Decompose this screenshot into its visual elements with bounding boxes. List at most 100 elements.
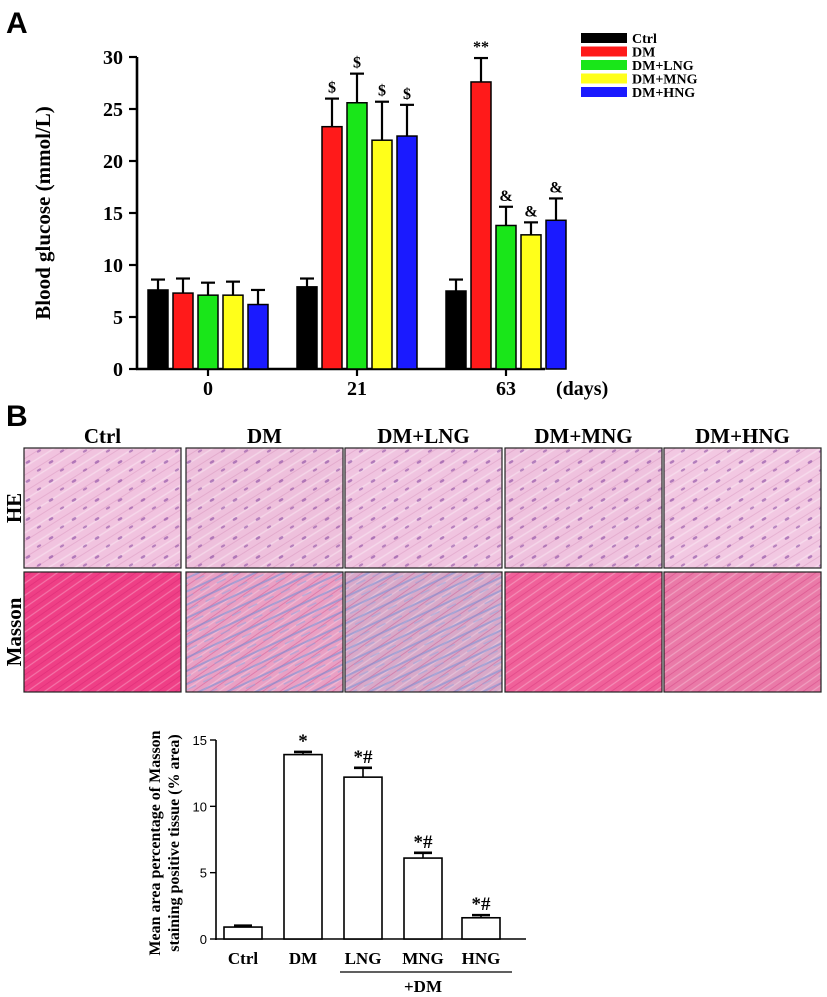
tissue-fibers bbox=[505, 572, 662, 692]
blood-glucose-chart: 0 5 10 15 20 25 30 Blood glucose (mmol/L) 0 21 63 (… bbox=[31, 39, 608, 400]
legend-swatch bbox=[581, 33, 627, 43]
legend-label: Ctrl bbox=[632, 32, 657, 47]
bar-ctrl-day-63 bbox=[445, 290, 467, 370]
micrograph-masson-dm-mng bbox=[504, 571, 663, 693]
y-tick-label: 5 bbox=[113, 307, 123, 329]
tissue-nuclei bbox=[186, 448, 343, 568]
significance-mark: $ bbox=[378, 83, 386, 100]
micrograph-border bbox=[185, 447, 344, 569]
micrograph-he-dm-mng bbox=[504, 447, 663, 569]
legend-swatch bbox=[581, 87, 627, 97]
bar-dm-day-0 bbox=[172, 292, 194, 370]
column-header: Ctrl bbox=[84, 424, 121, 448]
x-tick-label: LNG bbox=[345, 949, 382, 968]
y-tick-label: 30 bbox=[103, 47, 123, 69]
significance-mark: & bbox=[549, 179, 562, 196]
group-label: +DM bbox=[404, 977, 442, 996]
masson-area-chart: 0 5 10 15 Mean area percentage of Masson stai… bbox=[147, 730, 526, 996]
bar-dm-lng-day-63 bbox=[495, 224, 517, 370]
tissue-nuclei bbox=[505, 448, 662, 568]
y-tick-label: 5 bbox=[200, 866, 207, 881]
column-header: DM+MNG bbox=[534, 424, 632, 448]
significance-mark: $ bbox=[403, 86, 411, 103]
bar-dm-mng-day-0 bbox=[222, 294, 244, 370]
tissue-nuclei bbox=[345, 448, 502, 568]
micrograph-border bbox=[344, 447, 503, 569]
bar-dm-day-21 bbox=[321, 125, 343, 370]
x-tick-label: MNG bbox=[402, 949, 444, 968]
micrograph-border bbox=[185, 571, 344, 693]
x-tick-label: 21 bbox=[347, 378, 367, 400]
legend-swatch bbox=[581, 73, 627, 84]
column-header: DM+LNG bbox=[377, 424, 469, 448]
y-tick-label: 10 bbox=[103, 255, 123, 277]
micrograph-masson-dm-hng bbox=[663, 571, 822, 693]
y-tick-label: 15 bbox=[103, 203, 123, 225]
bar-dm-hng-day-0 bbox=[247, 303, 269, 370]
micrograph-border bbox=[663, 447, 822, 569]
y-axis-label: Blood glucose (mmol/L) bbox=[31, 106, 55, 320]
y-tick-label: 25 bbox=[103, 99, 123, 121]
bar-dm-day-63 bbox=[470, 81, 492, 370]
bar-hng bbox=[461, 916, 501, 940]
x-tick-label: 63 bbox=[496, 378, 516, 400]
bar-dm-hng-day-63 bbox=[545, 219, 567, 370]
micrograph-masson-dm-lng bbox=[344, 571, 503, 693]
column-header: DM bbox=[247, 424, 282, 448]
significance-mark: $ bbox=[328, 80, 336, 97]
significance-mark: & bbox=[499, 188, 512, 205]
significance-mark: $ bbox=[353, 55, 361, 72]
y-tick-label: 0 bbox=[113, 359, 123, 381]
tissue-nuclei bbox=[664, 448, 821, 568]
bar-ctrl bbox=[223, 926, 263, 940]
x-axis-label: (days) bbox=[556, 378, 608, 400]
collagen-staining bbox=[186, 572, 343, 692]
y-axis-label-line1: Mean area percentage of Masson bbox=[147, 730, 164, 955]
legend-label: DM+LNG bbox=[632, 59, 694, 74]
micrograph-border bbox=[344, 571, 503, 693]
panel-a-letter: A bbox=[6, 7, 28, 40]
micrograph-border bbox=[504, 447, 663, 569]
bar-dm-lng-day-0 bbox=[197, 294, 219, 370]
significance-mark: *# bbox=[472, 894, 492, 915]
y-axis-label-line2: staining positive tissue (% area) bbox=[166, 734, 183, 951]
bar-dm bbox=[283, 753, 323, 940]
micrograph-border bbox=[504, 571, 663, 693]
micrograph-he-dm-hng bbox=[663, 447, 822, 569]
x-tick-label: HNG bbox=[462, 949, 501, 968]
bar-mng bbox=[403, 857, 443, 940]
x-tick-label: 0 bbox=[203, 378, 213, 400]
micrograph-he-dm-lng bbox=[344, 447, 503, 569]
legend-label: DM bbox=[632, 46, 655, 61]
bar-lng bbox=[343, 776, 383, 940]
collagen-staining bbox=[345, 572, 502, 692]
legend-swatch bbox=[581, 46, 627, 57]
significance-mark: ** bbox=[473, 39, 489, 56]
row-label: HE bbox=[2, 493, 26, 523]
significance-mark: *# bbox=[354, 747, 374, 768]
x-tick-label: DM bbox=[289, 949, 317, 968]
tissue-fibers bbox=[664, 572, 821, 692]
significance-mark: *# bbox=[414, 832, 434, 853]
bar-dm-mng-day-21 bbox=[371, 139, 393, 370]
column-header: DM+HNG bbox=[695, 424, 790, 448]
micrograph-he-dm bbox=[185, 447, 344, 569]
micrograph-border bbox=[663, 571, 822, 693]
legend-label: DM+HNG bbox=[632, 86, 695, 101]
panel-b-letter: B bbox=[6, 400, 28, 433]
bar-ctrl-day-0 bbox=[147, 289, 169, 370]
legend-label: DM+MNG bbox=[632, 73, 698, 88]
micrograph-he-ctrl bbox=[23, 447, 182, 569]
micrograph-masson-dm bbox=[185, 571, 344, 693]
bar-dm-mng-day-63 bbox=[520, 234, 542, 370]
micrograph-border bbox=[23, 571, 182, 693]
histology-image-grid: Ctrl DM DM+LNG DM+MNG DM+HNG HE Masson bbox=[2, 424, 822, 693]
bar-ctrl-day-21 bbox=[296, 286, 318, 370]
y-tick-label: 15 bbox=[193, 733, 207, 748]
bar-dm-lng-day-21 bbox=[346, 102, 368, 370]
bar-dm-hng-day-21 bbox=[396, 135, 418, 370]
y-tick-label: 20 bbox=[103, 151, 123, 173]
micrograph-masson-ctrl bbox=[23, 571, 182, 693]
